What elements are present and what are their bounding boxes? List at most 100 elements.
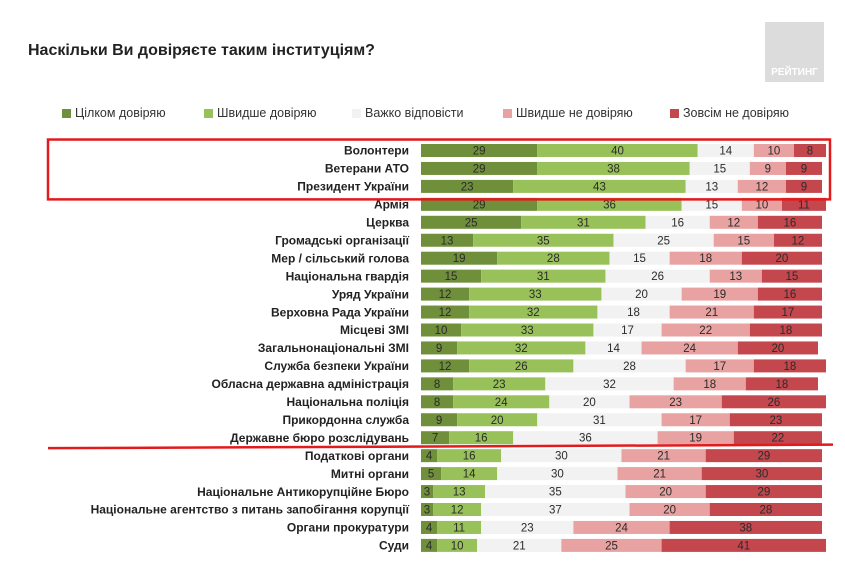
data-label: 21 [513, 540, 526, 552]
bar-segment [733, 431, 822, 445]
bar-segment [793, 144, 827, 157]
data-label: 16 [784, 217, 797, 229]
chart-legend: Цілком довіряю Швидше довіряю Важко відп… [0, 104, 845, 124]
bar-segment [573, 520, 670, 534]
data-label: 15 [786, 271, 799, 283]
bar-segment [641, 341, 738, 355]
data-label: 35 [549, 487, 562, 499]
bar-segment [661, 323, 750, 337]
data-label: 22 [699, 325, 712, 337]
category-label: Армія [374, 198, 409, 212]
bar-segment [521, 215, 646, 229]
data-label: 40 [611, 146, 624, 158]
legend-item-fully-distrust: Зовсім не довіряю [670, 104, 789, 122]
data-label: 12 [755, 181, 768, 193]
bar-segment [705, 485, 822, 499]
data-label: 18 [780, 325, 793, 337]
bar-segment [421, 395, 454, 409]
bar-segment [469, 305, 598, 319]
bar-segment [629, 395, 722, 409]
bar-segment [421, 431, 450, 445]
data-label: 21 [657, 451, 670, 463]
bar-segment [421, 269, 482, 283]
bar-segment [433, 485, 486, 499]
bar-segment [757, 215, 822, 229]
data-label: 25 [657, 235, 670, 247]
data-label: 28 [547, 253, 560, 265]
bar-segment [453, 395, 550, 409]
bar-segment [481, 503, 630, 516]
data-label: 32 [515, 343, 528, 355]
bar-segment [545, 377, 674, 391]
data-label: 15 [705, 199, 718, 211]
data-label: 30 [755, 469, 768, 481]
data-label: 15 [713, 163, 726, 175]
data-label: 18 [627, 307, 640, 319]
data-label: 25 [465, 217, 478, 229]
bar-segment [709, 215, 758, 229]
bar-segment [421, 179, 514, 193]
data-label: 20 [776, 253, 789, 265]
category-label: Національна гвардія [286, 269, 409, 283]
bar-segment [473, 233, 614, 247]
category-label: Уряд України [332, 287, 409, 301]
data-label: 24 [615, 522, 628, 534]
bar-segment [433, 503, 482, 516]
bar-segment [421, 215, 522, 229]
data-label: 4 [426, 522, 433, 534]
data-label: 36 [579, 433, 592, 445]
legend-item-fully-trust: Цілком довіряю [62, 104, 166, 122]
bar-segment [661, 413, 730, 427]
data-label: 9 [436, 415, 442, 427]
bar-segment [421, 233, 474, 247]
legend-label: Важко відповісти [365, 106, 464, 120]
data-label: 9 [765, 163, 771, 175]
data-label: 3 [424, 487, 430, 499]
data-label: 32 [603, 379, 616, 391]
bar-segment [741, 197, 782, 211]
bar-segment [613, 233, 714, 247]
bar-segment [421, 197, 538, 211]
bar-segment [469, 359, 574, 373]
bar-segment [681, 287, 758, 301]
data-label: 11 [453, 522, 465, 534]
bar-segment [753, 144, 794, 157]
category-label: Органи прокуратури [287, 521, 409, 535]
bar-segment [697, 144, 754, 157]
bar-segment [749, 323, 822, 337]
data-label: 41 [737, 540, 750, 552]
data-label: 5 [428, 469, 434, 481]
bar-segment [673, 377, 746, 391]
bar-segment [421, 341, 458, 355]
separator-line [47, 443, 834, 450]
category-label: Громадські організації [275, 233, 410, 247]
bar-segment [421, 251, 498, 265]
bar-segment [597, 305, 670, 319]
bar-segment [421, 413, 458, 427]
data-label: 12 [451, 505, 464, 517]
bar-segment [437, 538, 478, 552]
bar-segment [689, 161, 750, 175]
bar-segment [421, 287, 470, 301]
bar-segment [573, 359, 686, 373]
data-label: 21 [653, 469, 666, 481]
data-label: 17 [782, 307, 795, 319]
bar-segment [421, 467, 442, 481]
category-label: Ветерани АТО [325, 162, 409, 176]
bar-segment [549, 395, 630, 409]
data-label: 8 [807, 146, 813, 158]
data-label: 22 [771, 433, 784, 445]
bar-segment [513, 179, 686, 193]
data-label: 17 [689, 415, 702, 427]
bar-segment [753, 305, 822, 319]
data-label: 38 [739, 522, 752, 534]
bar-segment [609, 251, 670, 265]
bar-segment [457, 413, 538, 427]
bar-segment [421, 161, 538, 175]
bar-segment [481, 269, 606, 283]
highlight-box [46, 138, 832, 201]
data-label: 14 [463, 469, 476, 481]
data-label: 28 [759, 505, 772, 517]
data-label: 9 [801, 163, 807, 175]
legend-swatch [352, 108, 361, 118]
